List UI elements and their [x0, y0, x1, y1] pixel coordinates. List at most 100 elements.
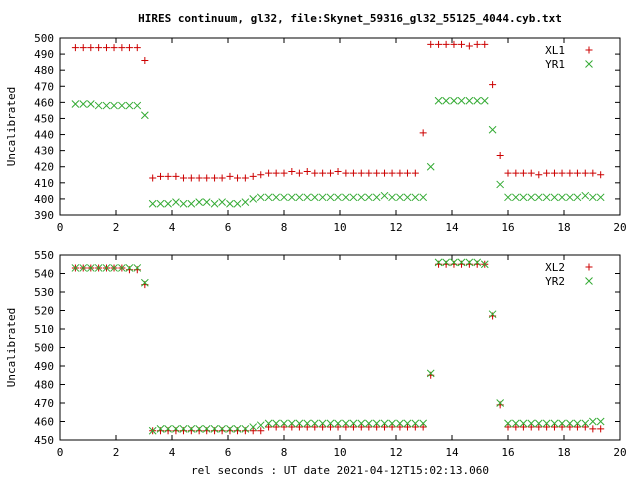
data-point [480, 96, 489, 105]
data-point [372, 193, 381, 202]
y-tick-label: 470 [34, 80, 54, 93]
legend-marker [585, 277, 593, 285]
data-point [218, 425, 226, 433]
data-point [249, 195, 258, 203]
data-point [403, 419, 412, 428]
data-point [357, 193, 366, 202]
data-point [527, 423, 535, 431]
data-point [157, 172, 165, 180]
data-point [365, 423, 373, 431]
data-point [581, 169, 589, 177]
data-point [257, 171, 265, 179]
data-point [102, 44, 110, 52]
data-point [334, 423, 342, 431]
data-point [349, 419, 358, 428]
data-point [481, 40, 489, 48]
data-point [519, 423, 527, 431]
data-point [272, 419, 281, 428]
data-point [457, 258, 466, 267]
x-tick-label: 20 [613, 446, 626, 459]
data-point [419, 419, 428, 428]
y-tick-label: 460 [34, 96, 54, 109]
data-point [411, 169, 419, 177]
data-point [233, 199, 242, 208]
plot-frame [59, 254, 621, 441]
x-tick-label: 14 [445, 446, 459, 459]
data-point [512, 169, 520, 177]
data-point [396, 419, 404, 428]
data-point [496, 151, 504, 159]
y-tick-label: 410 [34, 177, 54, 190]
data-point [411, 419, 420, 428]
data-point [141, 57, 149, 65]
legend-label: YR2 [545, 275, 565, 288]
data-point [396, 423, 404, 431]
x-tick-label: 12 [389, 446, 402, 459]
x-tick-label: 4 [169, 446, 176, 459]
data-point [226, 172, 234, 180]
data-point [504, 423, 512, 431]
series-xl1 [71, 40, 605, 182]
data-point [310, 419, 319, 428]
data-point [373, 169, 381, 177]
data-point [442, 96, 450, 105]
data-point [195, 174, 203, 182]
data-point [202, 425, 211, 433]
data-point [265, 169, 273, 177]
data-point [257, 427, 265, 435]
y-axis-label: Uncalibrated [5, 87, 18, 166]
data-point [87, 44, 95, 52]
data-point [380, 419, 389, 428]
data-point [241, 174, 249, 182]
y-tick-label: 530 [34, 286, 54, 299]
data-point [550, 419, 559, 428]
y-tick-label: 420 [34, 161, 54, 174]
data-point [550, 169, 558, 177]
data-point [558, 423, 566, 431]
data-point [280, 169, 288, 177]
data-point [249, 423, 258, 431]
data-point [311, 423, 319, 431]
data-point [334, 193, 342, 202]
data-point [519, 169, 527, 177]
y-tick-label: 480 [34, 379, 54, 392]
data-point [550, 193, 559, 202]
data-point [349, 423, 357, 431]
data-point [558, 169, 566, 177]
data-point [597, 425, 605, 433]
data-point [195, 425, 204, 433]
data-point [318, 419, 327, 428]
y-axis-label: Uncalibrated [5, 308, 18, 387]
x-tick-label: 8 [281, 221, 288, 234]
x-tick-label: 2 [113, 221, 120, 234]
data-point [226, 199, 234, 208]
data-point [511, 193, 520, 202]
data-point [249, 427, 257, 435]
y-tick-label: 450 [34, 434, 54, 447]
data-point [573, 169, 581, 177]
data-point [195, 198, 204, 206]
data-point [473, 40, 481, 48]
x-tick-label: 12 [389, 221, 402, 234]
data-point [264, 193, 273, 202]
x-tick-label: 0 [57, 221, 64, 234]
data-point [534, 419, 543, 428]
data-point [303, 423, 311, 431]
data-point [357, 423, 365, 431]
data-point [419, 129, 427, 137]
data-point [573, 419, 582, 428]
data-point [427, 40, 435, 48]
data-point [588, 417, 597, 426]
data-point [596, 193, 605, 202]
data-point [295, 193, 304, 202]
y-tick-label: 480 [34, 64, 54, 77]
data-point [342, 419, 350, 428]
data-point [187, 425, 196, 433]
data-point [295, 423, 303, 431]
x-axis-label: rel seconds : UT date 2021-04-12T15:02:1… [191, 464, 489, 477]
data-point [319, 169, 327, 177]
data-point [496, 399, 505, 407]
data-point [265, 423, 273, 431]
data-point [272, 423, 280, 431]
x-tick-label: 18 [557, 221, 570, 234]
